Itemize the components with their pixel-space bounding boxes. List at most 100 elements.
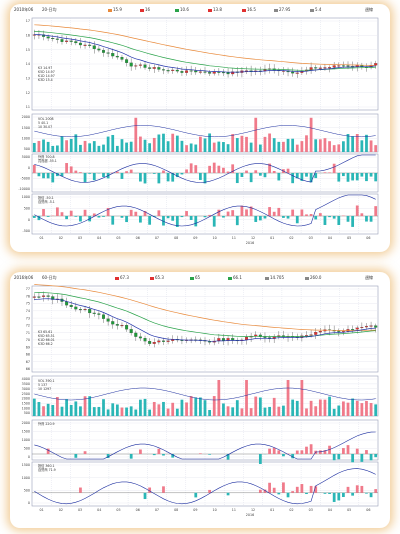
axis-tick-label: 73 <box>26 316 30 320</box>
flow-bar <box>139 173 142 182</box>
candle-body <box>138 336 142 339</box>
legend-value: 15.4 <box>45 78 53 82</box>
timeframe-button[interactable]: 週線 <box>365 7 373 12</box>
flow-bar <box>148 487 152 493</box>
axis-tick-label: -500 <box>23 229 30 233</box>
candle-body <box>166 340 170 342</box>
flow-bar <box>318 213 322 216</box>
ma-swatch-icon <box>305 276 309 280</box>
volume-bar <box>226 406 230 416</box>
volume-bar <box>355 400 359 416</box>
volume-bar <box>254 396 258 416</box>
volume-bar <box>291 399 295 416</box>
trust-legend: 投信 -50.1 自營商 -5.1 <box>38 196 55 204</box>
candle-body <box>217 71 221 73</box>
volume-bar <box>258 144 262 152</box>
flow-bar <box>365 216 368 222</box>
chart-header-bottom: 2016年06 60-日均 67.3 65.3 65 66.1 14.705 2… <box>10 272 390 284</box>
volume-bar <box>171 402 175 416</box>
volume-bar <box>74 401 78 416</box>
flow-bar <box>309 173 313 183</box>
volume-bar <box>60 136 64 152</box>
flow-bar <box>295 450 299 454</box>
volume-bar <box>300 141 304 152</box>
flow-bar <box>369 454 373 461</box>
axis-year-label: 2016 <box>246 513 254 517</box>
candle-body <box>258 334 262 337</box>
candle-body <box>51 38 55 40</box>
cumulative-line <box>34 194 376 227</box>
candle-body <box>111 321 115 325</box>
flow-bar <box>143 173 147 184</box>
flow-bar <box>208 489 211 493</box>
candle-body <box>102 314 105 319</box>
flow-bar <box>69 210 73 216</box>
ma-value: 10.6 <box>180 7 189 12</box>
axis-tick-label: 2000 <box>22 115 30 119</box>
candle-body <box>83 44 87 46</box>
candle-body <box>157 340 161 343</box>
moving-average-line <box>34 291 376 337</box>
axis-tick-label: 500 <box>24 447 30 451</box>
flow-bar <box>217 209 221 216</box>
volume-bar <box>282 141 285 152</box>
ma-swatch-icon <box>115 276 119 280</box>
axis-tick-label: 16 <box>26 34 30 38</box>
volume-bar <box>189 143 193 152</box>
flow-bar <box>254 170 258 173</box>
volume-bar <box>203 138 207 152</box>
axis-tick-label: 500 <box>24 207 30 211</box>
candle-body <box>83 309 87 311</box>
volume-bar <box>199 397 202 416</box>
flow-bar <box>318 450 322 454</box>
legend-line: 自營商 71.9 <box>38 468 56 472</box>
candle-body <box>74 306 78 310</box>
candle-body <box>194 70 198 73</box>
flow-bar <box>258 173 262 176</box>
flow-bar <box>300 450 304 454</box>
flow-bar <box>115 171 119 173</box>
volume-bar <box>323 399 327 416</box>
timeframe-button[interactable]: 週線 <box>365 275 373 280</box>
volume-bar <box>245 380 248 416</box>
volume-bar <box>37 402 41 416</box>
flow-bar <box>162 170 165 173</box>
axis-tick-label: 0 <box>28 166 30 170</box>
flow-bar <box>291 209 295 216</box>
volume-bar <box>263 407 267 416</box>
flow-bar <box>245 170 248 173</box>
candle-body <box>129 329 133 334</box>
axis-tick-label: 03 <box>309 236 313 240</box>
volume-bar <box>69 404 73 416</box>
candle-body <box>111 53 115 57</box>
flow-bar <box>166 216 170 219</box>
candle-body <box>78 309 82 311</box>
flow-bar <box>212 162 216 173</box>
flow-bar <box>143 210 147 216</box>
volume-bar <box>83 396 87 416</box>
volume-bar <box>125 407 128 416</box>
candle-body <box>148 67 152 69</box>
flow-bar <box>162 216 165 226</box>
axis-tick-label: 0 <box>28 218 30 222</box>
axis-tick-label: 2500 <box>22 392 30 396</box>
ma-swatch-icon <box>150 276 154 280</box>
flow-bar <box>139 449 142 454</box>
axis-tick-label: 03 <box>78 508 82 512</box>
flow-bar <box>346 216 350 222</box>
flow-bar <box>258 489 262 493</box>
flow-bar <box>351 492 355 496</box>
volume-bar <box>263 136 267 152</box>
volume-bar <box>240 408 244 416</box>
flow-bar <box>328 216 331 218</box>
legend-key: K5D <box>38 70 45 74</box>
candle-body <box>102 50 105 53</box>
axis-tick-label: 72 <box>26 324 30 328</box>
flow-bar <box>199 453 202 454</box>
candle-body <box>369 325 373 327</box>
flow-bar <box>32 216 36 218</box>
axis-tick-label: 01 <box>40 236 44 240</box>
candle-body <box>226 72 230 75</box>
flow-bar <box>332 454 336 461</box>
volume-bar <box>83 140 87 152</box>
